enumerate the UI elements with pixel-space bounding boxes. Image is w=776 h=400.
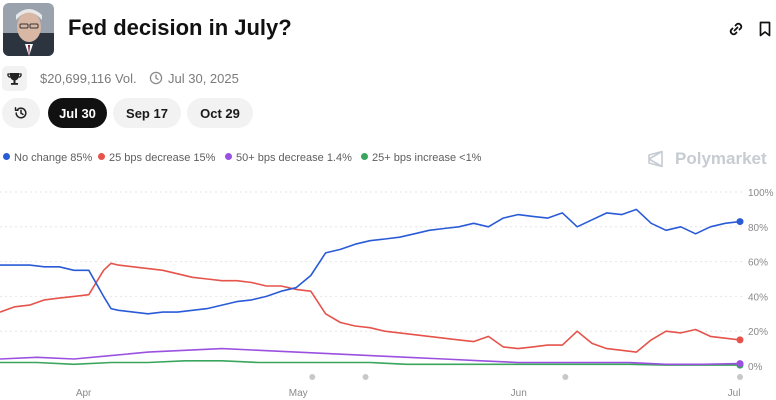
series-end-point	[736, 218, 744, 226]
polymarket-watermark: Polymarket	[646, 148, 774, 170]
legend-label: No change 85%	[14, 152, 93, 164]
legend-dot	[3, 153, 10, 160]
legend-label: 25+ bps increase <1%	[372, 152, 482, 164]
tab-jul-30[interactable]: Jul 30	[48, 98, 107, 128]
y-tick-label: 100%	[748, 188, 774, 199]
x-tick-label: May	[289, 388, 308, 399]
y-tick-label: 60%	[748, 258, 768, 269]
market-meta: $20,699,116 Vol. Jul 30, 2025	[0, 66, 400, 92]
end-date-text: Jul 30, 2025	[168, 71, 239, 86]
polymarket-logo-icon	[648, 150, 663, 168]
tab-sep-17[interactable]: Sep 17	[113, 98, 181, 128]
series-line	[0, 208, 741, 315]
market-header: Fed decision in July?	[0, 0, 776, 58]
link-icon[interactable]	[727, 20, 745, 38]
legend-dot	[98, 153, 105, 160]
legend-label: 25 bps decrease 15%	[109, 152, 216, 164]
event-marker	[309, 374, 316, 380]
y-tick-label: 0%	[748, 362, 763, 373]
history-icon	[14, 107, 27, 119]
tab-oct-29[interactable]: Oct 29	[187, 98, 253, 128]
event-marker	[362, 374, 369, 380]
brand-name: Polymarket	[675, 149, 767, 168]
x-tick-label: Jun	[511, 388, 527, 399]
series-end-point	[736, 360, 744, 368]
market-title: Fed decision in July?	[68, 15, 292, 40]
volume-text: $20,699,116 Vol.	[40, 71, 137, 86]
event-marker	[737, 374, 743, 380]
y-tick-label: 40%	[748, 292, 768, 303]
portrait-image	[3, 3, 54, 56]
y-tick-label: 20%	[748, 327, 768, 338]
series-line	[0, 360, 740, 366]
trophy-icon	[2, 66, 27, 91]
probability-chart[interactable]: 100% 80% 60% 40% 20% 0% Apr May Jun Jul	[0, 180, 776, 400]
x-tick-label: Jul	[728, 388, 741, 399]
legend-item-no-change: No change 85%	[3, 152, 92, 164]
y-tick-label: 80%	[748, 223, 768, 234]
chart-legend: No change 85% 25 bps decrease 15% 50+ bp…	[0, 150, 640, 168]
clock-icon	[149, 71, 163, 85]
history-button[interactable]	[2, 98, 40, 128]
legend-item-25bps-decrease: 25 bps decrease 15%	[98, 152, 215, 164]
x-tick-label: Apr	[76, 388, 92, 399]
legend-label: 50+ bps decrease 1.4%	[236, 152, 352, 164]
date-tabs: Jul 30 Sep 17 Oct 29	[0, 98, 300, 130]
legend-dot	[361, 153, 368, 160]
legend-item-25bps-increase: 25+ bps increase <1%	[361, 152, 481, 164]
market-avatar	[3, 3, 54, 56]
event-marker	[562, 374, 569, 380]
series-end-point	[736, 336, 744, 344]
legend-dot	[225, 153, 232, 160]
series-line	[0, 347, 741, 366]
bookmark-icon[interactable]	[756, 20, 774, 38]
series-line	[0, 262, 741, 353]
legend-item-50bps-decrease: 50+ bps decrease 1.4%	[225, 152, 352, 164]
